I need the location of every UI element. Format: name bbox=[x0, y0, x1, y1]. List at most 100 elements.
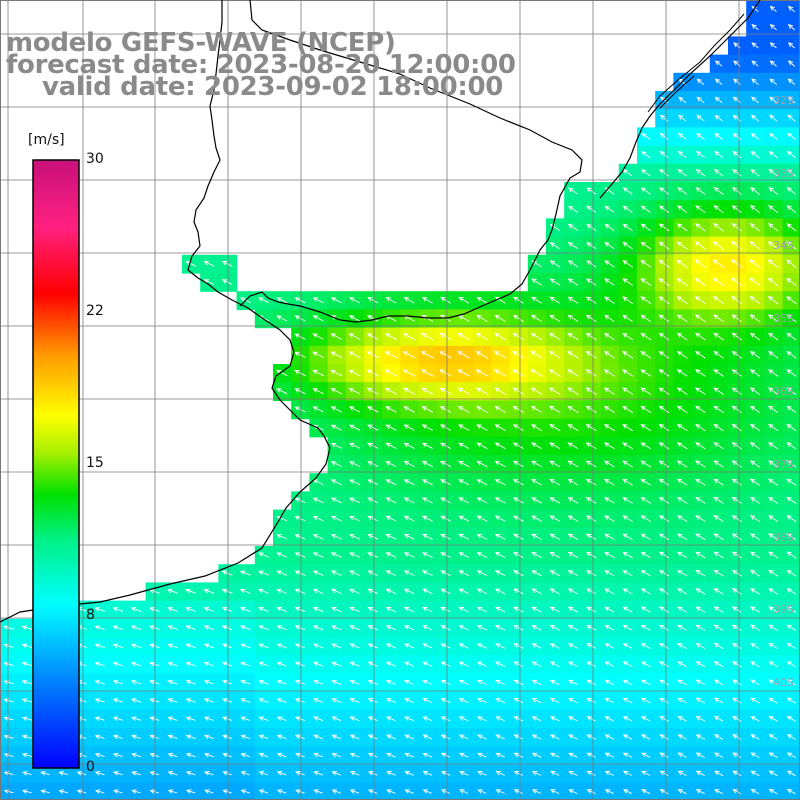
wind-arrow bbox=[494, 442, 506, 450]
wind-arrow bbox=[112, 625, 124, 630]
wind-arrow bbox=[331, 698, 342, 703]
wind-arrow bbox=[787, 78, 796, 86]
wind-arrow bbox=[658, 551, 670, 559]
wind-arrow bbox=[167, 625, 178, 631]
wind-arrow bbox=[440, 752, 451, 758]
wind-arrow bbox=[712, 259, 725, 269]
wind-arrow bbox=[749, 460, 761, 468]
wind-arrow bbox=[676, 424, 688, 432]
wind-arrow bbox=[585, 533, 597, 540]
wind-arrow bbox=[349, 661, 360, 667]
wind-arrow bbox=[222, 789, 232, 794]
wind-arrow bbox=[367, 479, 379, 486]
wind-arrow bbox=[204, 752, 214, 758]
wind-arrow bbox=[513, 771, 523, 776]
wind-arrow bbox=[695, 169, 706, 177]
wind-arrow bbox=[640, 570, 651, 577]
wind-arrow bbox=[203, 661, 215, 667]
wind-arrow bbox=[567, 625, 579, 631]
wind-speed-cell bbox=[764, 782, 784, 800]
wind-arrow bbox=[658, 424, 670, 432]
wind-arrow bbox=[658, 296, 670, 305]
wind-arrow bbox=[712, 277, 725, 287]
wind-speed-cell bbox=[600, 782, 620, 800]
wind-arrow bbox=[476, 661, 487, 667]
wind-arrow bbox=[258, 661, 269, 667]
wind-arrow bbox=[695, 679, 706, 686]
wind-arrow bbox=[349, 552, 360, 558]
wind-arrow bbox=[768, 205, 779, 214]
wind-arrow bbox=[659, 150, 669, 159]
wind-arrow bbox=[76, 789, 87, 794]
wind-arrow bbox=[386, 789, 396, 794]
wind-arrow bbox=[786, 642, 797, 650]
wind-arrow bbox=[494, 515, 506, 522]
wind-arrow bbox=[714, 132, 723, 140]
wind-arrow bbox=[786, 496, 797, 504]
wind-arrow bbox=[330, 297, 342, 304]
wind-arrow bbox=[622, 314, 633, 323]
coastline-argentina bbox=[0, 0, 331, 623]
wind-arrow bbox=[768, 752, 778, 758]
wind-arrow bbox=[221, 588, 233, 594]
wind-arrow bbox=[530, 369, 543, 377]
wind-arrow bbox=[768, 661, 778, 668]
wind-arrow bbox=[549, 278, 561, 286]
wind-arrow bbox=[94, 625, 106, 630]
wind-arrow bbox=[185, 716, 196, 721]
wind-arrow bbox=[640, 606, 651, 613]
wind-arrow bbox=[349, 679, 360, 685]
wind-arrow bbox=[749, 277, 761, 287]
wind-arrow bbox=[348, 369, 361, 377]
wind-arrow bbox=[476, 698, 487, 704]
wind-arrow bbox=[367, 497, 379, 504]
wind-arrow bbox=[112, 716, 123, 721]
wind-arrow bbox=[330, 552, 342, 558]
wind-arrow bbox=[222, 698, 233, 703]
wind-arrow bbox=[476, 460, 488, 468]
wind-arrow bbox=[567, 570, 579, 577]
wind-arrow bbox=[185, 261, 197, 267]
wind-arrow bbox=[349, 570, 360, 576]
model-title: modelo GEFS-WAVE (NCEP) bbox=[6, 28, 396, 58]
wind-arrow bbox=[786, 788, 796, 795]
wind-arrow bbox=[768, 734, 778, 740]
wind-arrow bbox=[676, 351, 688, 359]
wind-arrow bbox=[731, 588, 742, 595]
wind-arrow bbox=[713, 460, 724, 468]
wind-arrow bbox=[404, 716, 415, 722]
wind-arrow bbox=[512, 497, 524, 504]
wind-arrow bbox=[440, 497, 452, 504]
wind-arrow bbox=[677, 679, 688, 686]
wind-arrow bbox=[622, 770, 633, 777]
wind-arrow bbox=[586, 698, 597, 704]
wind-arrow bbox=[330, 369, 343, 377]
wind-arrow bbox=[768, 588, 779, 595]
wind-speed-cell bbox=[782, 764, 800, 784]
wind-arrow bbox=[549, 606, 560, 613]
wind-arrow bbox=[695, 351, 706, 359]
colorbar bbox=[32, 159, 80, 769]
wind-arrow bbox=[494, 460, 506, 468]
wind-arrow bbox=[222, 771, 232, 776]
wind-arrow bbox=[732, 715, 742, 722]
wind-arrow bbox=[258, 643, 269, 649]
wind-arrow bbox=[659, 716, 669, 722]
wind-arrow bbox=[713, 624, 724, 631]
wind-arrow bbox=[422, 771, 433, 776]
wind-arrow bbox=[403, 461, 415, 468]
wind-speed-cell bbox=[782, 236, 800, 256]
wind-arrow bbox=[750, 752, 760, 758]
wind-arrow bbox=[240, 752, 251, 758]
wind-arrow bbox=[458, 424, 470, 431]
wind-arrow bbox=[477, 752, 487, 758]
wind-arrow bbox=[549, 552, 561, 559]
wind-arrow bbox=[276, 388, 288, 395]
wind-speed-cell bbox=[782, 36, 800, 56]
wind-arrow bbox=[713, 588, 724, 595]
wind-arrow bbox=[713, 697, 724, 704]
wind-arrow bbox=[786, 350, 797, 359]
wind-arrow bbox=[403, 387, 416, 395]
wind-speed-cell bbox=[418, 782, 438, 800]
wind-arrow bbox=[312, 607, 324, 613]
